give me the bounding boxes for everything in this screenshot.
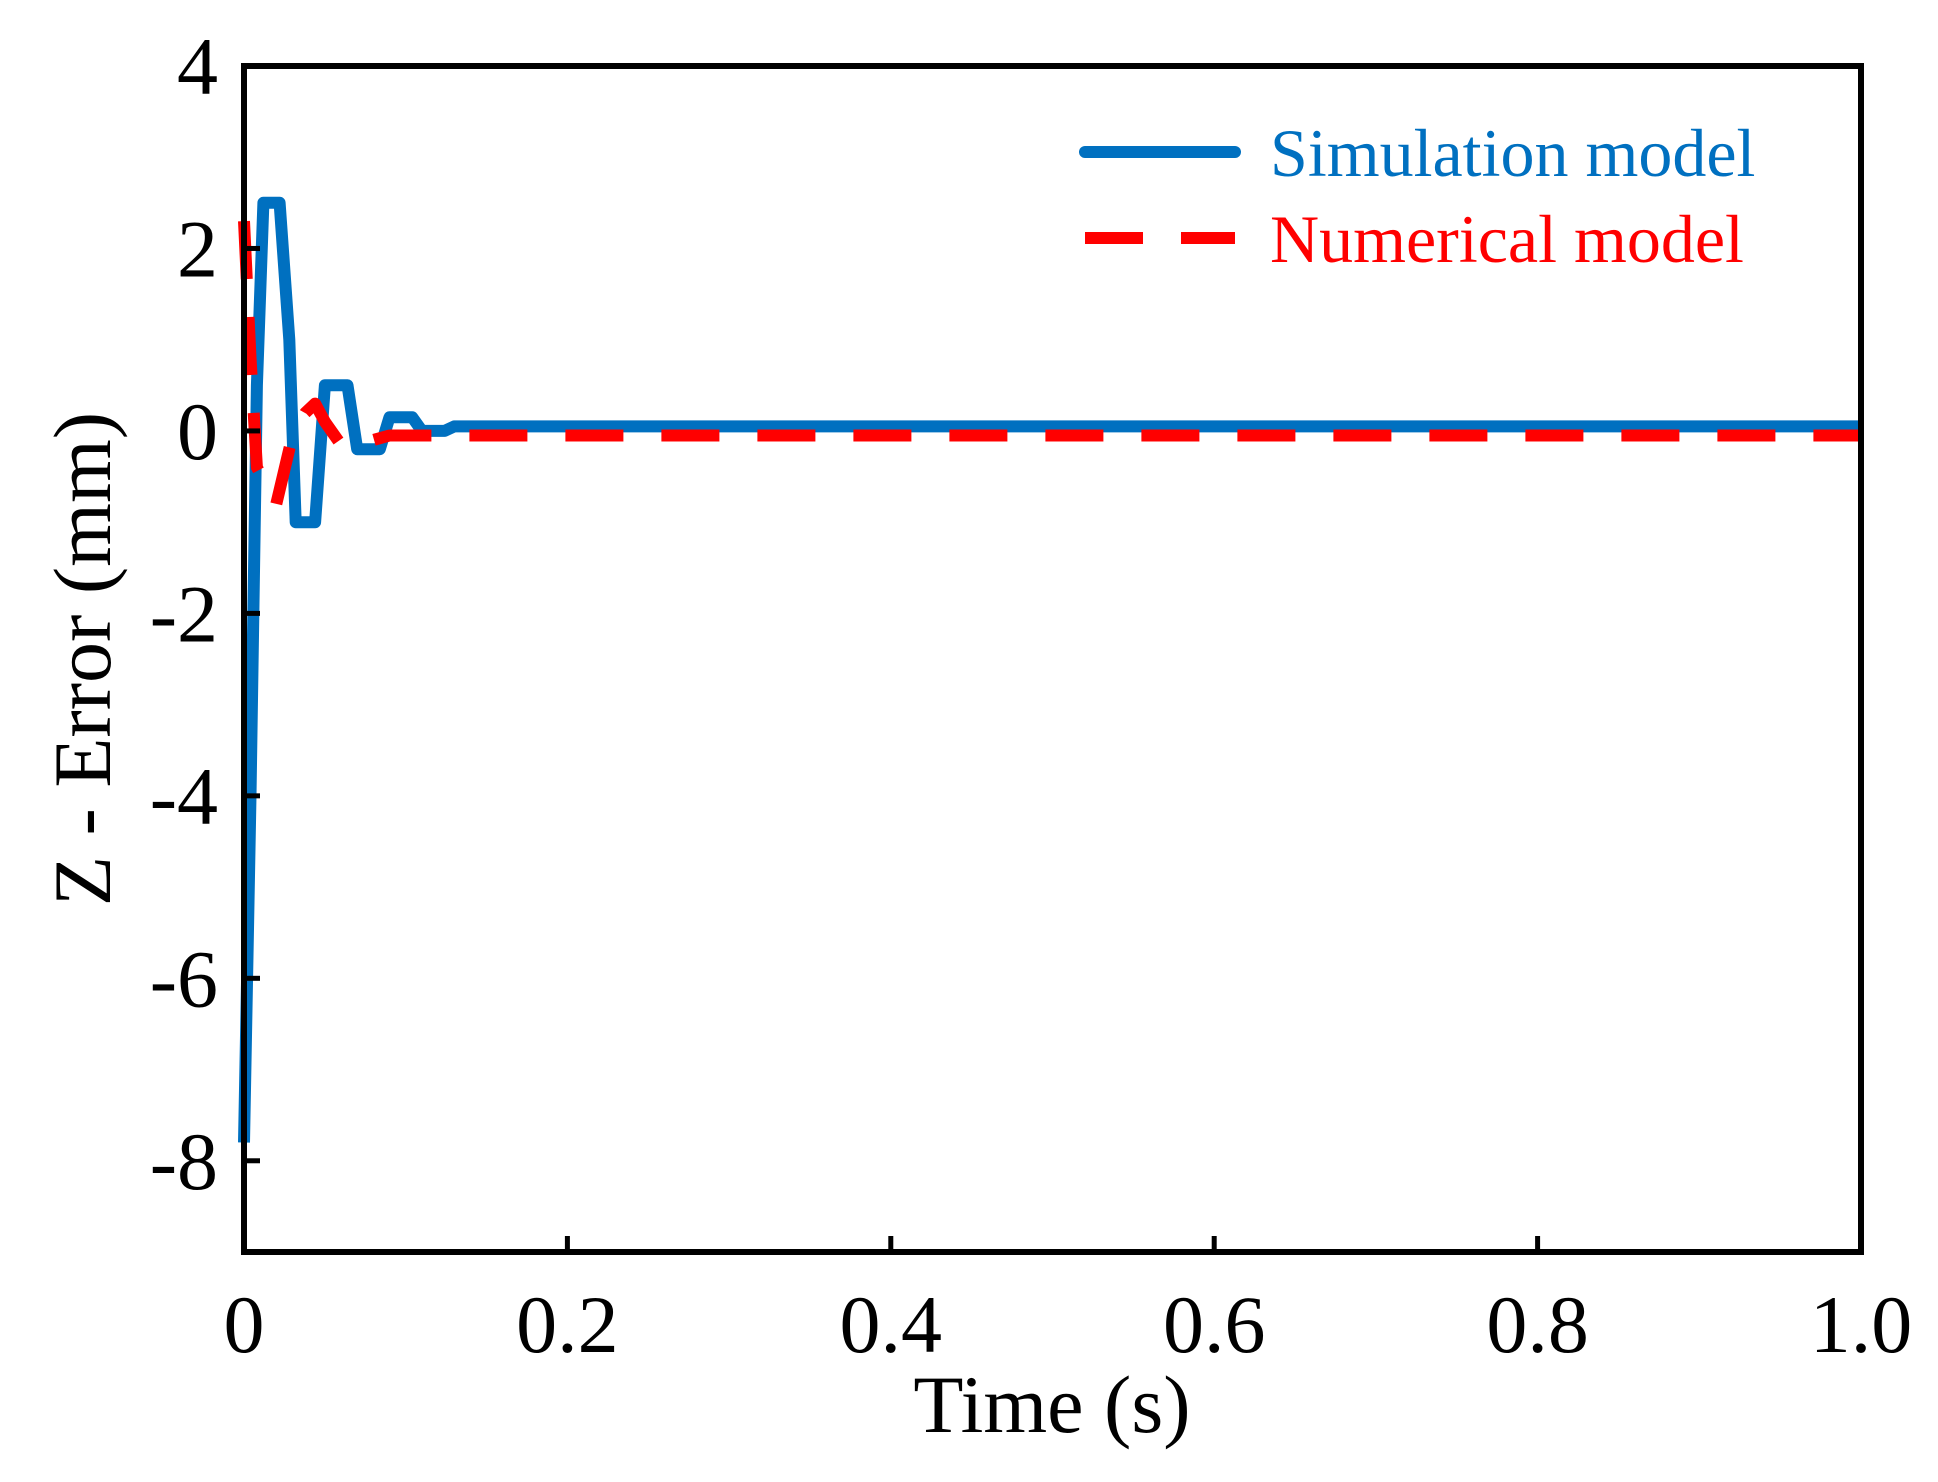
- y-tick-label: -2: [150, 568, 218, 659]
- legend-label-numerical-model: Numerical model: [1270, 201, 1744, 277]
- x-tick-label: 0: [224, 1279, 265, 1370]
- plot-frame: [241, 63, 1864, 1255]
- y-tick-label: 4: [177, 21, 218, 112]
- y-tick-label: 0: [177, 386, 218, 477]
- x-tick-label: 0.6: [1163, 1279, 1266, 1370]
- y-tick-label: 2: [177, 203, 218, 294]
- x-tick-label: 0.8: [1486, 1279, 1589, 1370]
- y-tick-label: -4: [150, 751, 218, 842]
- x-tick-label: 1.0: [1810, 1279, 1913, 1370]
- series-line-simulation-model: [238, 196, 1861, 1143]
- y-tick-label: -8: [150, 1116, 218, 1207]
- y-tick-label: -6: [150, 933, 218, 1024]
- ticks-layer: [241, 63, 1864, 1252]
- legend: Simulation model Numerical model: [1079, 115, 1755, 277]
- x-tick-label: 0.2: [516, 1279, 619, 1370]
- x-axis-label: Time (s): [913, 1359, 1190, 1450]
- tick-labels-layer: 0 0.2 0.4 0.6 0.8 1.0 -8 -6 -4 -2 0 2 4: [150, 21, 1913, 1370]
- legend-label-simulation-model: Simulation model: [1270, 115, 1755, 191]
- series-line-numerical-model: [238, 220, 1861, 510]
- x-tick-label: 0.4: [840, 1279, 943, 1370]
- series-layer: [238, 196, 1861, 1143]
- y-axis-label: Z - Error (mm): [37, 412, 128, 906]
